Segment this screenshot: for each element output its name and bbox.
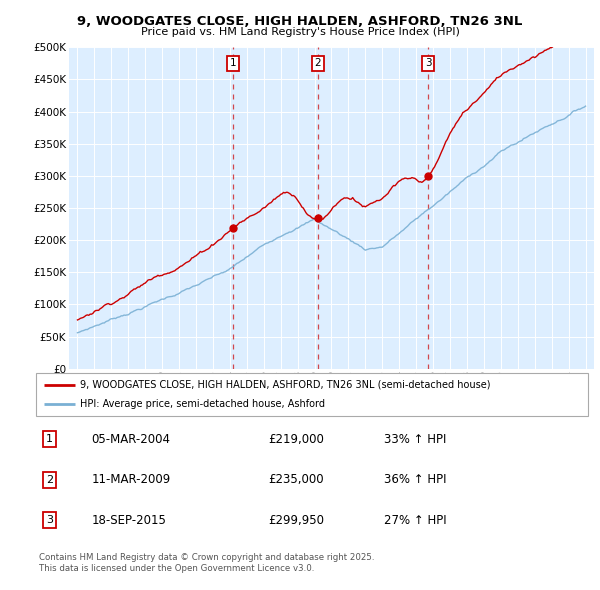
Text: HPI: Average price, semi-detached house, Ashford: HPI: Average price, semi-detached house,… [80,399,325,409]
Text: Contains HM Land Registry data © Crown copyright and database right 2025.
This d: Contains HM Land Registry data © Crown c… [39,553,374,573]
Text: 1: 1 [46,434,53,444]
Text: 3: 3 [425,58,431,68]
Text: 9, WOODGATES CLOSE, HIGH HALDEN, ASHFORD, TN26 3NL: 9, WOODGATES CLOSE, HIGH HALDEN, ASHFORD… [77,15,523,28]
Text: Price paid vs. HM Land Registry's House Price Index (HPI): Price paid vs. HM Land Registry's House … [140,27,460,37]
Text: 33% ↑ HPI: 33% ↑ HPI [384,432,446,445]
Text: 27% ↑ HPI: 27% ↑ HPI [384,514,446,527]
FancyBboxPatch shape [36,373,588,416]
Text: 36% ↑ HPI: 36% ↑ HPI [384,473,446,486]
Text: £235,000: £235,000 [268,473,323,486]
Text: 05-MAR-2004: 05-MAR-2004 [91,432,170,445]
Text: £219,000: £219,000 [268,432,324,445]
Text: £299,950: £299,950 [268,514,324,527]
Text: 1: 1 [230,58,236,68]
Text: 2: 2 [314,58,321,68]
Text: 9, WOODGATES CLOSE, HIGH HALDEN, ASHFORD, TN26 3NL (semi-detached house): 9, WOODGATES CLOSE, HIGH HALDEN, ASHFORD… [80,380,491,390]
Text: 18-SEP-2015: 18-SEP-2015 [91,514,166,527]
Text: 11-MAR-2009: 11-MAR-2009 [91,473,170,486]
Text: 2: 2 [46,475,53,485]
Text: 3: 3 [46,516,53,525]
